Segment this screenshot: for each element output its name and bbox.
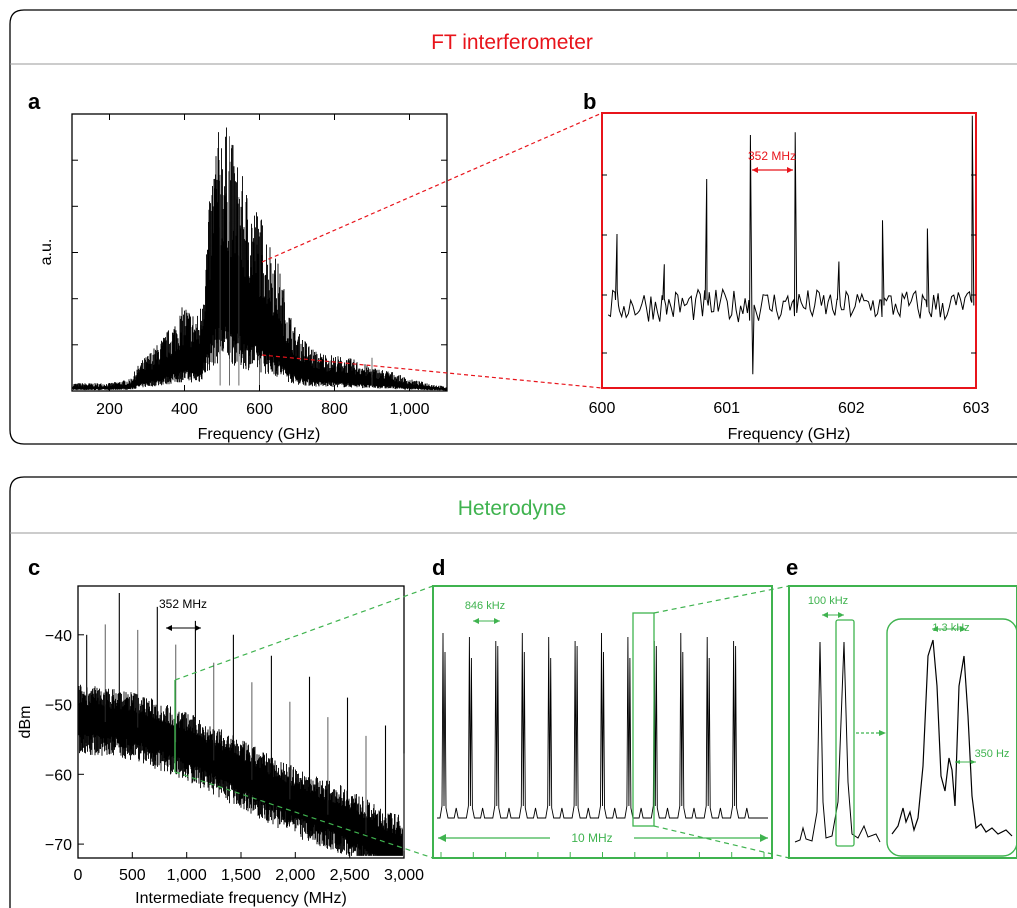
panel-label-a: a — [28, 89, 41, 114]
panel-d-bottom-arrowhead-right — [760, 834, 768, 842]
panel-e-inset-top-arrowhead-right — [960, 626, 966, 632]
panel-b-annotation: 352 MHz — [748, 149, 796, 173]
panel-a-x-tick-label: 1,000 — [389, 401, 429, 418]
panel-d-bottom-ticks — [440, 852, 765, 858]
panel-e-zoom-box — [835, 619, 855, 847]
panel-c-chart: 0 500 1,000 1,500 2,000 2,500 3,000 −40 −50 −60 −7… — [17, 585, 424, 907]
panel-d-zoom-box — [632, 612, 655, 827]
zoom-line-a-b-bottom — [261, 354, 603, 389]
panel-label-e: e — [786, 555, 798, 580]
panel-d-trace — [437, 632, 768, 819]
panel-e-inset-series-line — [891, 639, 1013, 837]
zoom-line-a-b-top — [261, 112, 603, 263]
panel-d-top-arrowhead-left — [473, 618, 479, 624]
panel-e-annotation-inset-top: 1.3 kHz — [932, 622, 970, 634]
panel-c-x-tick-label: 2,500 — [330, 867, 370, 884]
panel-e-inset-connector-arrowhead — [879, 730, 886, 736]
panel-c-annotation: 352 MHz — [159, 597, 207, 631]
panel-e-chart: 100 kHz 1.3 kHz 350 Hz — [788, 585, 1017, 859]
ft-section-title: FT interferometer — [431, 31, 593, 54]
zoom-line-c-d-top — [174, 585, 434, 681]
panel-e-left-arrowhead-right — [838, 612, 844, 618]
panel-c-y-tick-label: −60 — [45, 767, 72, 784]
panel-c-series-line — [78, 684, 403, 856]
panel-a-x-tick-label: 200 — [96, 401, 123, 418]
panel-c-x-tick-label: 0 — [74, 867, 83, 884]
panel-b-x-tick-label: 600 — [589, 400, 616, 417]
het-section-title: Heterodyne — [458, 497, 567, 520]
panel-b-arrowhead-right — [787, 167, 793, 173]
panel-a-chart: 200 400 600 800 1,000 Frequency (GHz) a.u. — [38, 113, 448, 443]
ft-section: FT interferometer — [9, 9, 1017, 445]
panel-a-x-ticks: 200 400 600 800 1,000 — [72, 114, 447, 418]
panel-c-y-label: dBm — [17, 706, 34, 739]
panel-c-trace — [78, 593, 405, 856]
panel-c-x-label: Intermediate frequency (MHz) — [135, 890, 347, 907]
panel-e-inset-frame — [886, 618, 1017, 857]
panel-d-annotation-bottom: 10 MHz — [438, 831, 768, 845]
zoom-line-c-d-bottom — [174, 771, 434, 859]
panel-b-series-line — [607, 115, 975, 375]
panel-e-inset-right-arrowhead-left — [955, 760, 960, 764]
panel-b-x-tick-label: 602 — [838, 400, 865, 417]
panel-label-c: c — [28, 555, 40, 580]
panel-d-chart: 846 kHz 10 MHz — [432, 585, 773, 859]
panel-a-trace — [72, 127, 447, 391]
panel-e-plot-frame — [788, 585, 1017, 859]
panel-b-chart: 600 601 602 603 352 MHz Frequency (GHz) — [589, 112, 990, 443]
panel-b-annotation-label: 352 MHz — [748, 149, 796, 163]
panel-e-inset-top-label: 1.3 kHz — [932, 622, 969, 634]
panel-a-x-tick-label: 600 — [246, 401, 273, 418]
panel-e-inset-right-arrowhead-right — [971, 760, 976, 764]
panel-b-x-tick-label: 603 — [963, 400, 990, 417]
panel-e-inset-top-arrowhead-left — [932, 626, 938, 632]
panel-a-y-label: a.u. — [38, 239, 55, 266]
panel-c-y-tick-label: −70 — [45, 837, 72, 854]
panel-b-plot-frame — [601, 112, 977, 389]
panel-e-trace — [794, 641, 881, 843]
panel-e-inset-trace — [891, 639, 1013, 837]
panel-b-x-tick-label: 601 — [713, 400, 740, 417]
panel-a-x-tick-label: 800 — [321, 401, 348, 418]
panel-d-bottom-arrowhead-left — [438, 834, 446, 842]
panel-e-left-label: 100 kHz — [808, 595, 848, 607]
panel-b-x-label: Frequency (GHz) — [728, 426, 851, 443]
panel-c-annotation-label: 352 MHz — [159, 597, 207, 611]
het-section: Heterodyne — [9, 476, 1017, 908]
panel-d-bottom-label: 10 MHz — [571, 831, 612, 845]
panel-c-ticks: 0 500 1,000 1,500 2,000 2,500 3,000 −40 −50 −60 −7… — [45, 628, 424, 884]
panel-label-b: b — [583, 89, 596, 114]
panel-b-trace — [607, 115, 975, 375]
zoom-line-d-e-bottom — [653, 825, 790, 859]
panel-e-annotation-left: 100 kHz — [808, 595, 848, 618]
panel-e-series-line — [794, 641, 881, 843]
panel-c-arrowhead-left — [166, 625, 172, 631]
panel-e-inset-right-label: 350 Hz — [975, 748, 1010, 760]
panel-c-arrowhead-right — [195, 625, 201, 631]
panel-c-x-tick-label: 2,000 — [275, 867, 315, 884]
panel-d-annotation-top: 846 kHz — [465, 600, 505, 624]
panel-b-x-ticks: 600 601 602 603 — [589, 174, 990, 417]
panel-e-left-arrowhead-left — [822, 612, 828, 618]
panel-a-series-line — [72, 127, 447, 391]
panel-d-top-arrowhead-right — [494, 618, 500, 624]
panel-c-y-tick-label: −40 — [45, 628, 72, 645]
zoom-line-d-e-top — [653, 585, 790, 614]
panel-c-x-tick-label: 1,500 — [221, 867, 261, 884]
panel-label-d: d — [432, 555, 445, 580]
panel-c-y-tick-label: −50 — [45, 698, 72, 715]
panel-c-x-tick-label: 3,000 — [384, 867, 424, 884]
panel-a-x-label: Frequency (GHz) — [198, 426, 321, 443]
het-section-frame — [9, 476, 1017, 908]
panel-d-plot-frame — [432, 585, 773, 859]
panel-a-x-tick-label: 400 — [171, 401, 198, 418]
panel-d-top-label: 846 kHz — [465, 600, 505, 612]
panel-c-x-tick-label: 500 — [119, 867, 146, 884]
panel-d-series-line — [437, 632, 768, 819]
ft-section-frame — [9, 9, 1017, 445]
panel-e-annotation-inset-right: 350 Hz — [955, 748, 1009, 764]
panel-b-arrowhead-left — [752, 167, 758, 173]
panel-c-x-tick-label: 1,000 — [167, 867, 207, 884]
